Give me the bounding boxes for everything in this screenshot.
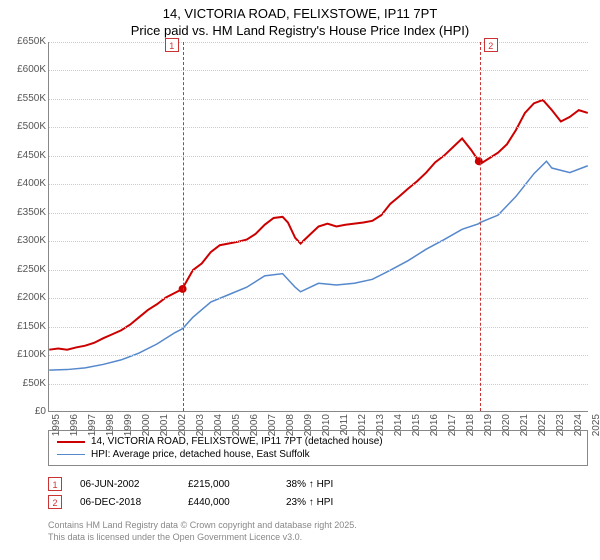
x-tick-label: 2024 [573, 414, 584, 444]
y-tick-label: £600K [2, 64, 46, 75]
table-row: 2 06-DEC-2018 £440,000 23% ↑ HPI [48, 493, 366, 511]
x-tick-label: 2009 [303, 414, 314, 444]
sale-price-1: £215,000 [188, 479, 268, 490]
legend-label-hpi: HPI: Average price, detached house, East… [91, 449, 310, 460]
y-tick-label: £500K [2, 121, 46, 132]
x-tick-label: 1999 [123, 414, 134, 444]
y-tick-label: £300K [2, 235, 46, 246]
sale-date-2: 06-DEC-2018 [80, 497, 170, 508]
gridline-h [49, 156, 588, 157]
x-tick-label: 2008 [285, 414, 296, 444]
x-tick-label: 2003 [195, 414, 206, 444]
x-tick-label: 2016 [429, 414, 440, 444]
y-tick-label: £0 [2, 406, 46, 417]
gridline-h [49, 213, 588, 214]
x-tick-label: 2017 [447, 414, 458, 444]
gridline-h [49, 184, 588, 185]
y-tick-label: £150K [2, 321, 46, 332]
title-line1: 14, VICTORIA ROAD, FELIXSTOWE, IP11 7PT [0, 6, 600, 23]
x-tick-label: 2004 [213, 414, 224, 444]
title-line2: Price paid vs. HM Land Registry's House … [0, 23, 600, 40]
x-tick-label: 1997 [87, 414, 98, 444]
y-tick-label: £350K [2, 207, 46, 218]
x-tick-label: 2021 [519, 414, 530, 444]
sale-date-1: 06-JUN-2002 [80, 479, 170, 490]
y-tick-label: £50K [2, 378, 46, 389]
y-tick-label: £100K [2, 349, 46, 360]
sale-hpi-2: 23% ↑ HPI [286, 497, 366, 508]
gridline-h [49, 270, 588, 271]
footer-line2: This data is licensed under the Open Gov… [48, 532, 357, 544]
y-tick-label: £550K [2, 93, 46, 104]
sale-marker-1: 1 [48, 477, 62, 491]
footer-line1: Contains HM Land Registry data © Crown c… [48, 520, 357, 532]
table-row: 1 06-JUN-2002 £215,000 38% ↑ HPI [48, 475, 366, 493]
x-tick-label: 2012 [357, 414, 368, 444]
x-tick-label: 2013 [375, 414, 386, 444]
chart-container: 14, VICTORIA ROAD, FELIXSTOWE, IP11 7PT … [0, 0, 600, 560]
sale-marker-line [480, 42, 481, 411]
x-tick-label: 2010 [321, 414, 332, 444]
gridline-h [49, 298, 588, 299]
sale-marker-2: 2 [48, 495, 62, 509]
x-tick-label: 1995 [51, 414, 62, 444]
x-tick-label: 2019 [483, 414, 494, 444]
gridline-h [49, 99, 588, 100]
gridline-h [49, 327, 588, 328]
footer: Contains HM Land Registry data © Crown c… [48, 520, 357, 543]
x-tick-label: 2011 [339, 414, 350, 444]
legend-row-hpi: HPI: Average price, detached house, East… [57, 448, 579, 461]
sales-table: 1 06-JUN-2002 £215,000 38% ↑ HPI 2 06-DE… [48, 475, 366, 511]
gridline-h [49, 355, 588, 356]
plot-area: 12 [48, 42, 588, 412]
sale-marker-line [183, 42, 184, 411]
x-tick-label: 2007 [267, 414, 278, 444]
sale-price-2: £440,000 [188, 497, 268, 508]
x-tick-label: 2022 [537, 414, 548, 444]
x-tick-label: 2025 [591, 414, 600, 444]
y-tick-label: £450K [2, 150, 46, 161]
x-tick-label: 2023 [555, 414, 566, 444]
sale-hpi-1: 38% ↑ HPI [286, 479, 366, 490]
x-tick-label: 1998 [105, 414, 116, 444]
y-tick-label: £400K [2, 178, 46, 189]
y-tick-label: £650K [2, 36, 46, 47]
gridline-h [49, 70, 588, 71]
x-tick-label: 2001 [159, 414, 170, 444]
series-line-hpi [49, 161, 588, 370]
sale-marker-box: 2 [484, 38, 498, 52]
y-tick-label: £200K [2, 292, 46, 303]
series-line-property [49, 100, 588, 350]
x-tick-label: 2015 [411, 414, 422, 444]
title-block: 14, VICTORIA ROAD, FELIXSTOWE, IP11 7PT … [0, 0, 600, 42]
x-tick-label: 2000 [141, 414, 152, 444]
x-tick-label: 2018 [465, 414, 476, 444]
y-tick-label: £250K [2, 264, 46, 275]
x-tick-label: 1996 [69, 414, 80, 444]
x-tick-label: 2014 [393, 414, 404, 444]
x-tick-label: 2020 [501, 414, 512, 444]
legend-swatch-hpi [57, 454, 85, 455]
gridline-h [49, 384, 588, 385]
gridline-h [49, 241, 588, 242]
gridline-h [49, 127, 588, 128]
x-tick-label: 2005 [231, 414, 242, 444]
x-tick-label: 2002 [177, 414, 188, 444]
gridline-h [49, 42, 588, 43]
sale-marker-box: 1 [165, 38, 179, 52]
x-tick-label: 2006 [249, 414, 260, 444]
